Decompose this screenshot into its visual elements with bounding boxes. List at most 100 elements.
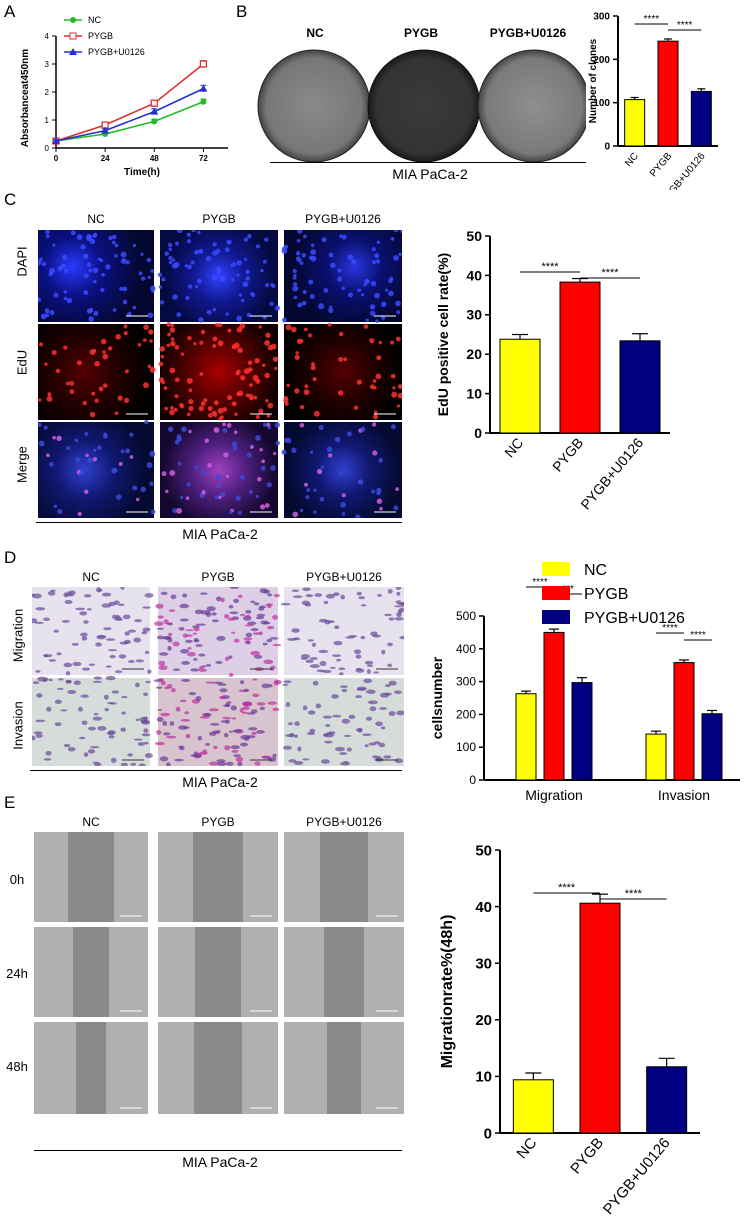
c-cell (378, 457, 384, 463)
a-legend-marker (69, 48, 77, 55)
c-cell (365, 318, 369, 322)
ytick-label: 0 (484, 1125, 492, 1142)
c-cell (259, 448, 263, 452)
c-cell (142, 338, 147, 342)
c-cell (369, 337, 375, 344)
d-cell (367, 700, 378, 705)
d-bar (701, 713, 723, 781)
bar (512, 1079, 554, 1134)
c-cell (177, 461, 182, 466)
d-cell (325, 593, 335, 599)
sig-label: **** (644, 14, 660, 25)
b-col-nc: NC (306, 26, 324, 40)
c-cell (301, 253, 307, 258)
c-cell (174, 394, 179, 399)
c-cell (111, 234, 117, 240)
d-cell (121, 711, 126, 715)
d-cell (358, 596, 366, 600)
d-cell (123, 639, 131, 644)
c-cell (63, 345, 68, 350)
d-cell (250, 709, 258, 714)
d-cell (355, 654, 362, 659)
c-cells-group (283, 322, 402, 420)
c-cell (176, 436, 183, 442)
c-row-dapi: DAPI (14, 246, 30, 277)
d-cell (121, 695, 128, 699)
c-cell (265, 399, 269, 403)
c-cell (118, 461, 123, 466)
d-cell (72, 661, 82, 667)
d-cell (302, 705, 308, 711)
c-cell (212, 242, 217, 247)
d-cell (141, 630, 148, 635)
d-cell (384, 613, 392, 617)
d-cell (293, 734, 299, 738)
c-cell (181, 426, 187, 432)
c-cell (318, 425, 324, 431)
d-cell (109, 702, 117, 705)
dish-u0126 (477, 49, 586, 163)
d-cell (292, 595, 303, 599)
d-cell (309, 664, 320, 669)
c-cell (47, 392, 52, 397)
d-cell (140, 719, 149, 724)
d-cell (122, 614, 131, 620)
c-cell (370, 280, 377, 287)
d-cell (188, 692, 196, 696)
d-cell (167, 622, 173, 625)
d-cell (343, 734, 352, 737)
c-cell (274, 305, 281, 311)
c-cell (293, 273, 297, 278)
d-cell (160, 591, 168, 596)
d-cell (243, 701, 249, 707)
d-cell (356, 591, 362, 596)
d-cell (254, 654, 263, 659)
c-cell (39, 342, 44, 347)
c-cell (379, 506, 383, 511)
c-cell (122, 286, 128, 292)
a-xtick-label: 24 (101, 154, 110, 163)
c-cell (201, 490, 206, 495)
c-cell (343, 357, 348, 362)
c-cell (102, 383, 108, 388)
c-cell (158, 361, 164, 367)
c-cell (171, 258, 176, 262)
d-cell (363, 678, 373, 684)
c-cell (74, 438, 79, 443)
d-sig-label: **** (662, 623, 678, 634)
d-cell (393, 605, 404, 608)
d-ytick-label: 0 (469, 773, 476, 787)
d-cell (243, 688, 250, 693)
c-cell (249, 396, 254, 401)
d-cell (267, 701, 277, 705)
c-cell (261, 459, 265, 464)
d-cell (346, 747, 352, 752)
c-cell (212, 307, 217, 312)
c-cell (255, 378, 261, 384)
c-cell (292, 269, 297, 274)
a-ytick-label: 2 (45, 88, 50, 97)
c-cell (159, 346, 165, 352)
d-cell (267, 593, 273, 597)
c-cell (132, 305, 137, 310)
d-cell (216, 596, 222, 602)
c-cell (303, 234, 307, 239)
c-cell (212, 336, 218, 342)
d-cell (93, 762, 102, 766)
d-cell (182, 593, 188, 598)
d-cell (272, 753, 277, 758)
c-cell (356, 379, 362, 385)
e-col-u0126: PYGB+U0126 (306, 815, 382, 829)
c-cell (149, 339, 153, 343)
c-cell (191, 230, 196, 233)
c-cell (376, 490, 381, 496)
d-cell (118, 603, 125, 607)
d-cell (331, 694, 339, 699)
c-cell (114, 253, 118, 258)
c-cell (60, 263, 66, 269)
d-cell-line: MIA PaCa-2 (182, 774, 258, 790)
c-cell (218, 323, 223, 328)
d-xtick-label: Invasion (658, 787, 710, 803)
d-cell (185, 634, 194, 637)
